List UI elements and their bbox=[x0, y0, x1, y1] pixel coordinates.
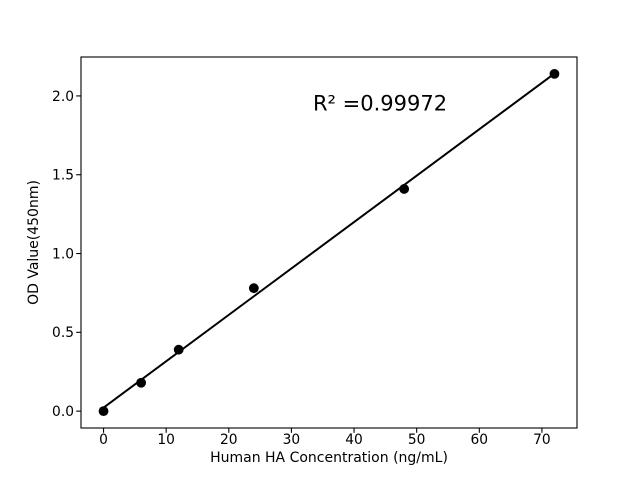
data-point bbox=[549, 68, 560, 79]
y-axis-label: OD Value(450nm) bbox=[26, 180, 42, 305]
plot-border bbox=[80, 56, 578, 429]
y-tick-label: 0.5 bbox=[52, 325, 74, 341]
y-tick-label: 1.0 bbox=[52, 246, 74, 262]
y-tick-label: 1.5 bbox=[52, 168, 74, 184]
x-tick-label: 20 bbox=[220, 432, 238, 448]
r-squared-annotation: R² =0.99972 bbox=[313, 92, 447, 116]
x-tick-label: 10 bbox=[157, 432, 175, 448]
x-tick-label: 60 bbox=[471, 432, 489, 448]
data-point bbox=[399, 184, 410, 194]
data-point bbox=[98, 406, 109, 417]
x-tick-label: 0 bbox=[99, 432, 108, 448]
x-tick-label: 70 bbox=[533, 432, 551, 448]
x-axis-label: Human HA Concentration (ng/mL) bbox=[210, 450, 448, 466]
data-point bbox=[173, 344, 184, 355]
x-tick-label: 40 bbox=[345, 432, 363, 448]
x-tick-label: 50 bbox=[408, 432, 426, 448]
y-tick-label: 2.0 bbox=[52, 89, 74, 105]
y-tick-label: 0.0 bbox=[52, 404, 74, 420]
x-tick-label: 30 bbox=[283, 432, 301, 448]
data-point bbox=[248, 283, 259, 294]
data-point bbox=[136, 377, 147, 388]
